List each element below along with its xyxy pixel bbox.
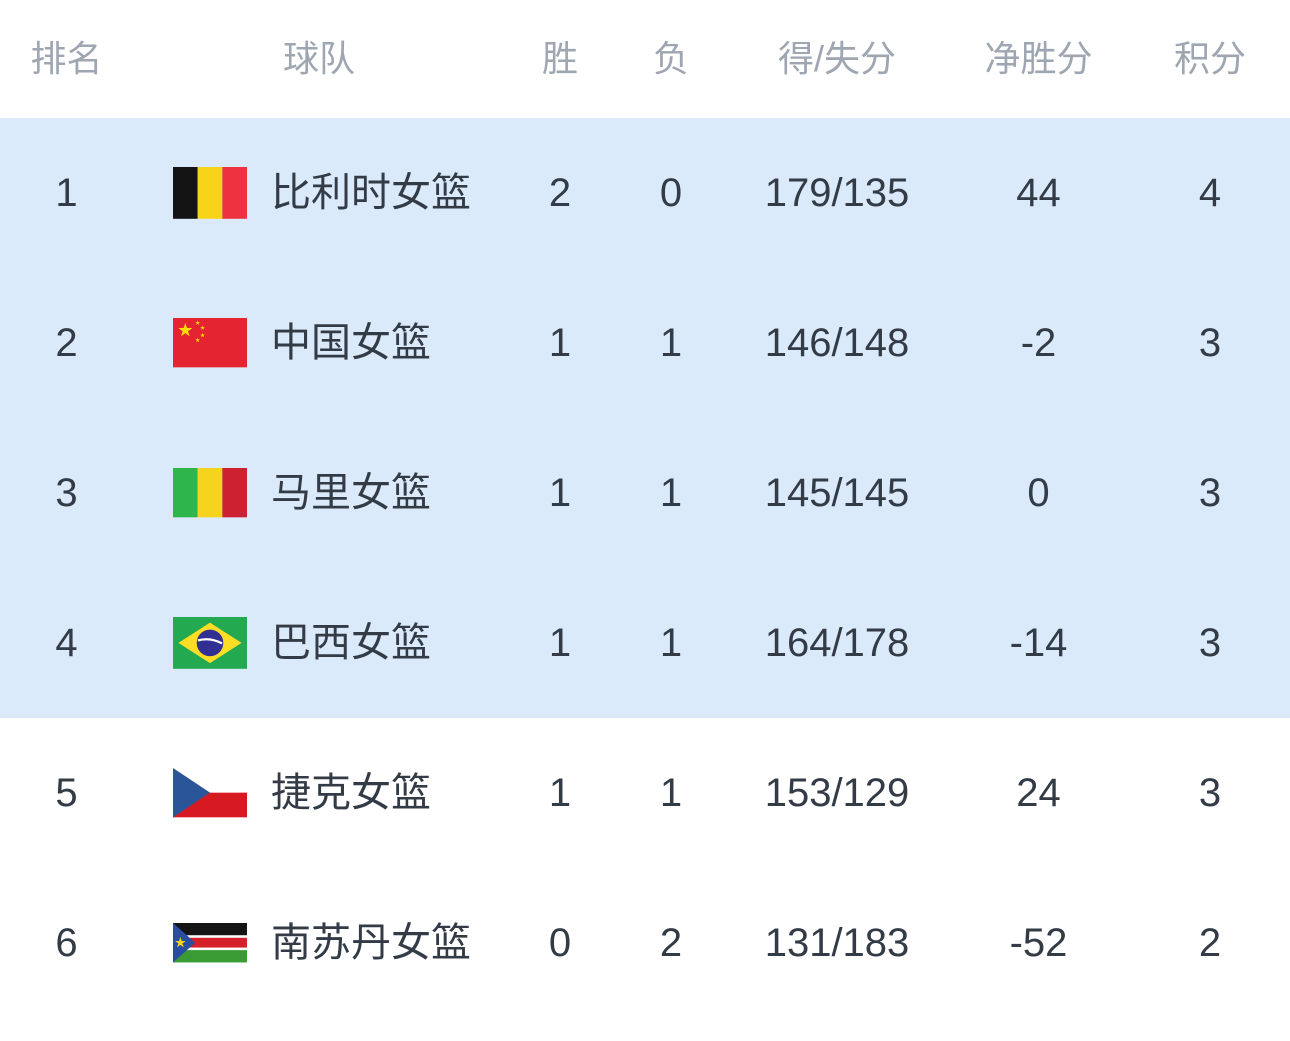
- table-row[interactable]: 1 比利时女篮 2 0 179/135 44 4: [0, 118, 1290, 268]
- team-name: 捷克女篮: [271, 770, 431, 815]
- czech-flag-icon: [173, 768, 247, 818]
- table-row[interactable]: 3 马里女篮 1 1 145/145 0 3: [0, 418, 1290, 568]
- points-cell: 4: [1198, 171, 1222, 215]
- diff-cell: -14: [1009, 621, 1068, 665]
- points-cell: 3: [1198, 471, 1222, 515]
- losses-cell: 0: [659, 171, 683, 215]
- header-points: 积分: [1173, 38, 1246, 79]
- points-cell: 3: [1198, 321, 1222, 365]
- south-sudan-flag-icon: [173, 923, 247, 963]
- header-wins: 胜: [541, 38, 578, 79]
- losses-cell: 1: [659, 621, 683, 665]
- wins-cell: 1: [548, 621, 572, 665]
- team-cell: 中国女篮: [133, 318, 505, 368]
- points-cell: 3: [1198, 771, 1222, 815]
- wins-cell: 1: [548, 321, 572, 365]
- header-rank: 排名: [30, 38, 103, 79]
- team-cell: 捷克女篮: [133, 768, 505, 818]
- team-cell: 巴西女篮: [133, 617, 505, 669]
- table-row[interactable]: 2 中国女篮 1 1 146/148 -2 3: [0, 268, 1290, 418]
- team-cell: 马里女篮: [133, 468, 505, 518]
- diff-cell: 24: [1016, 771, 1061, 815]
- losses-cell: 1: [659, 471, 683, 515]
- score-cell: 146/148: [764, 321, 910, 365]
- team-name: 比利时女篮: [271, 170, 471, 215]
- table-row[interactable]: 6 南苏丹女篮 0 2 131/183 -52 2: [0, 868, 1290, 1018]
- score-cell: 153/129: [764, 771, 910, 815]
- header-score: 得/失分: [777, 38, 896, 79]
- team-cell: 比利时女篮: [133, 167, 505, 219]
- score-cell: 164/178: [764, 621, 910, 665]
- team-name: 马里女篮: [271, 470, 431, 515]
- team-cell: 南苏丹女篮: [133, 923, 505, 963]
- rank-cell: 2: [55, 321, 78, 365]
- table-row[interactable]: 5 捷克女篮 1 1 153/129 24 3: [0, 718, 1290, 868]
- header-team: 球队: [282, 38, 355, 79]
- team-name: 巴西女篮: [271, 620, 431, 665]
- losses-cell: 1: [659, 771, 683, 815]
- diff-cell: 0: [1027, 471, 1050, 515]
- header-diff: 净胜分: [984, 38, 1093, 79]
- table-body: 1 比利时女篮 2 0 179/135 44 4 2 中国女篮 1 1 146/…: [0, 118, 1290, 1018]
- wins-cell: 1: [548, 471, 572, 515]
- diff-cell: 44: [1016, 171, 1061, 215]
- rank-cell: 1: [55, 171, 78, 215]
- rank-cell: 6: [55, 921, 78, 965]
- losses-cell: 1: [659, 321, 683, 365]
- table-row[interactable]: 4 巴西女篮 1 1 164/178 -14 3: [0, 568, 1290, 718]
- rank-cell: 4: [55, 621, 78, 665]
- score-cell: 131/183: [764, 921, 910, 965]
- table-header-row: 排名 球队 胜 负 得/失分 净胜分 积分: [0, 0, 1290, 118]
- wins-cell: 0: [548, 921, 572, 965]
- team-name: 南苏丹女篮: [271, 921, 471, 965]
- brazil-flag-icon: [173, 617, 247, 669]
- footer-strip: [0, 1018, 1290, 1037]
- score-cell: 179/135: [764, 171, 910, 215]
- belgium-flag-icon: [173, 167, 247, 219]
- rank-cell: 3: [55, 471, 78, 515]
- header-losses: 负: [652, 38, 689, 79]
- wins-cell: 1: [548, 771, 572, 815]
- wins-cell: 2: [548, 171, 572, 215]
- diff-cell: -52: [1009, 921, 1068, 965]
- diff-cell: -2: [1020, 321, 1057, 365]
- mali-flag-icon: [173, 468, 247, 518]
- points-cell: 3: [1198, 621, 1222, 665]
- score-cell: 145/145: [764, 471, 910, 515]
- losses-cell: 2: [659, 921, 683, 965]
- points-cell: 2: [1198, 921, 1222, 965]
- team-name: 中国女篮: [271, 320, 431, 365]
- rank-cell: 5: [55, 771, 78, 815]
- china-flag-icon: [173, 318, 247, 368]
